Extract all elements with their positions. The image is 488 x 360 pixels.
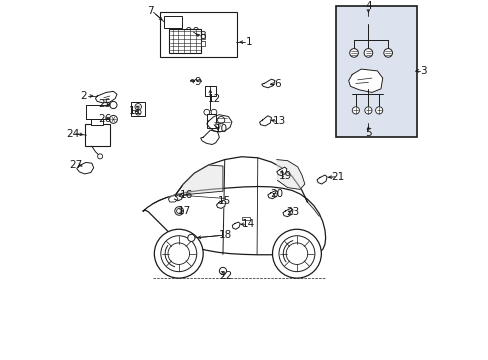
Text: 19: 19: [278, 171, 291, 181]
Text: 10: 10: [215, 124, 228, 134]
Circle shape: [168, 243, 189, 265]
Text: 12: 12: [207, 94, 220, 104]
Circle shape: [219, 267, 226, 275]
Circle shape: [364, 107, 371, 114]
Polygon shape: [175, 157, 307, 202]
Text: 7: 7: [146, 6, 153, 16]
Text: 8: 8: [199, 31, 205, 41]
Text: 27: 27: [69, 160, 82, 170]
Polygon shape: [348, 69, 382, 93]
Polygon shape: [283, 208, 292, 217]
Text: 21: 21: [330, 172, 344, 182]
Circle shape: [161, 236, 196, 272]
Polygon shape: [267, 190, 277, 199]
Text: 2: 2: [80, 91, 87, 101]
Text: 17: 17: [178, 206, 191, 216]
Circle shape: [110, 102, 117, 109]
Circle shape: [217, 117, 224, 124]
Circle shape: [279, 236, 314, 272]
Circle shape: [135, 104, 141, 110]
Polygon shape: [216, 200, 225, 208]
Text: 24: 24: [66, 129, 79, 139]
Polygon shape: [259, 116, 271, 126]
Circle shape: [285, 243, 307, 265]
Polygon shape: [95, 91, 117, 103]
Text: 9: 9: [194, 77, 201, 87]
Polygon shape: [183, 165, 223, 195]
Circle shape: [364, 49, 372, 57]
Bar: [131, 102, 145, 117]
Circle shape: [215, 123, 220, 128]
Polygon shape: [276, 167, 286, 176]
Bar: [169, 29, 201, 53]
Circle shape: [98, 154, 102, 159]
Text: 18: 18: [218, 230, 231, 240]
Bar: [163, 16, 182, 28]
Text: 11: 11: [128, 107, 142, 117]
Bar: [206, 114, 215, 129]
Text: 13: 13: [272, 116, 286, 126]
Polygon shape: [168, 195, 178, 202]
Polygon shape: [206, 115, 231, 132]
Text: 15: 15: [217, 196, 230, 206]
Bar: [242, 217, 250, 220]
Circle shape: [176, 208, 181, 213]
Bar: [160, 12, 237, 57]
Text: 22: 22: [219, 271, 232, 281]
Bar: [335, 6, 416, 137]
Bar: [200, 34, 204, 39]
Text: 3: 3: [419, 66, 426, 76]
Circle shape: [272, 229, 321, 278]
Text: 23: 23: [286, 207, 299, 217]
Circle shape: [135, 109, 141, 115]
Text: 16: 16: [179, 190, 193, 200]
Circle shape: [193, 32, 198, 37]
Text: 20: 20: [270, 189, 283, 199]
Circle shape: [375, 107, 382, 114]
Text: 5: 5: [365, 128, 371, 138]
Polygon shape: [143, 186, 325, 255]
Circle shape: [109, 116, 117, 123]
Polygon shape: [232, 222, 240, 229]
Text: 4: 4: [365, 1, 371, 11]
Bar: [91, 120, 103, 125]
Circle shape: [383, 49, 392, 57]
Circle shape: [175, 207, 183, 215]
Circle shape: [211, 109, 216, 115]
Polygon shape: [200, 130, 219, 144]
Bar: [200, 41, 204, 46]
Text: 6: 6: [274, 79, 280, 89]
Bar: [204, 86, 215, 96]
Polygon shape: [77, 162, 94, 174]
Circle shape: [186, 27, 191, 32]
Text: 14: 14: [241, 219, 254, 229]
Bar: [84, 124, 110, 146]
Circle shape: [349, 49, 358, 57]
Polygon shape: [316, 175, 326, 184]
Circle shape: [193, 27, 198, 32]
Circle shape: [186, 32, 191, 37]
Polygon shape: [174, 194, 183, 201]
Text: 1: 1: [245, 37, 252, 47]
Text: 26: 26: [98, 114, 111, 123]
Circle shape: [203, 109, 209, 115]
Circle shape: [351, 107, 359, 114]
Circle shape: [154, 229, 203, 278]
Circle shape: [187, 234, 195, 242]
Text: 25: 25: [98, 99, 111, 109]
Polygon shape: [261, 79, 274, 88]
Polygon shape: [276, 159, 304, 189]
